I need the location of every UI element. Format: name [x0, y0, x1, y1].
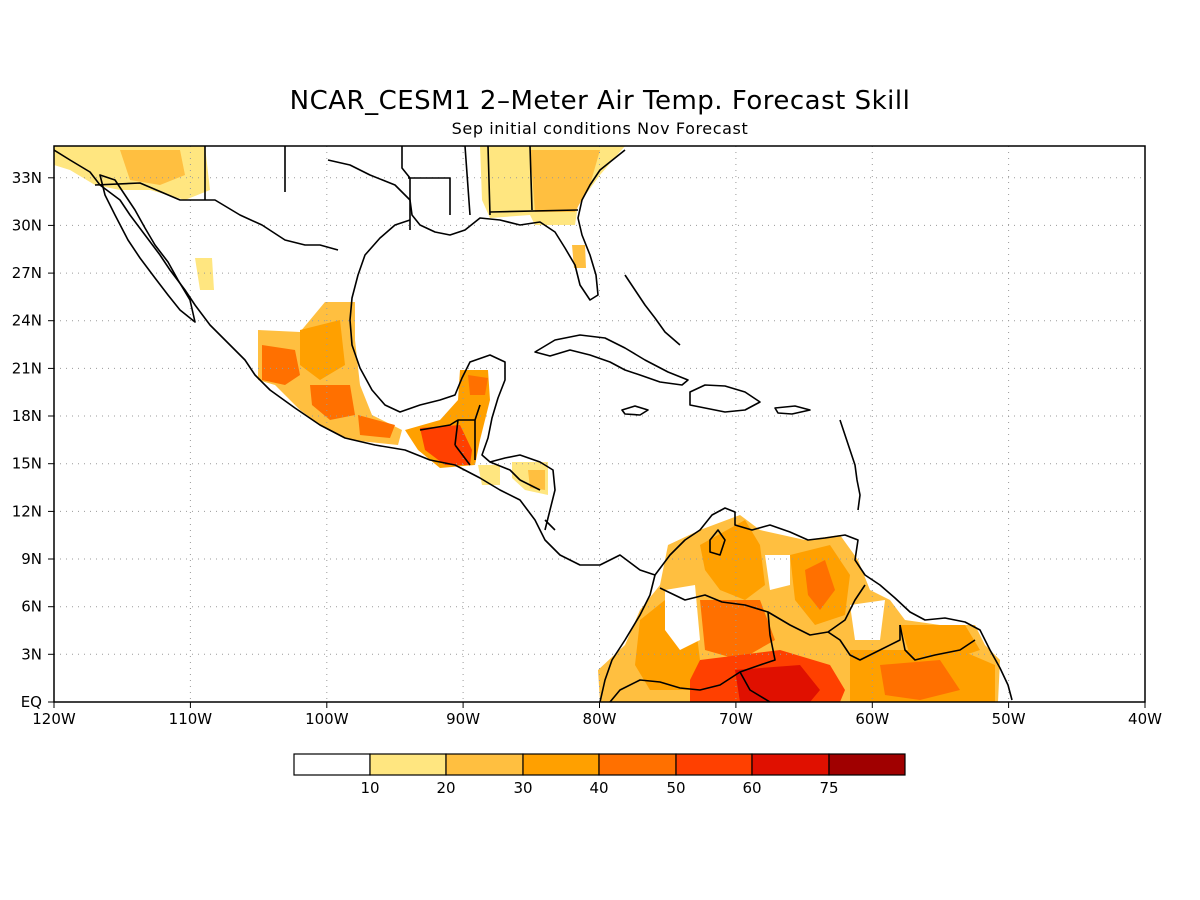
skill-region-sw-mexico-core1 — [262, 345, 300, 385]
colorbar-box — [675, 753, 753, 776]
skill-region-baja-patch — [195, 258, 214, 290]
x-tick-label: 40W — [1128, 710, 1162, 728]
colorbar-label: 60 — [742, 779, 761, 797]
south-america-north-coast — [654, 507, 1013, 701]
cuba — [534, 334, 689, 386]
skill-region-low-venezuela — [765, 555, 790, 590]
x-axis-labels: 120W 110W 100W 90W 80W 70W 60W 50W 40W — [32, 710, 1162, 728]
y-tick-label: 9N — [21, 550, 42, 568]
skill-region-low-guyana — [850, 600, 885, 640]
y-tick-label: EQ — [21, 693, 42, 711]
sa-border-4 — [899, 624, 976, 661]
coastlines — [54, 146, 1013, 702]
colorbar-label: 75 — [819, 779, 838, 797]
map-title: NCAR_CESM1 2–Meter Air Temp. Forecast Sk… — [289, 86, 911, 116]
colorbar-box — [598, 753, 677, 776]
y-tick-label: 18N — [12, 407, 42, 425]
x-tick-label: 80W — [583, 710, 617, 728]
western-gulf-coast — [349, 219, 556, 531]
y-tick-label: 33N — [12, 169, 42, 187]
gulf-of-mexico-coast — [327, 149, 626, 301]
skill-region-yucatan-core — [468, 375, 488, 395]
y-tick-label: 24N — [12, 312, 42, 330]
colorbar-box — [828, 753, 906, 776]
y-tick-label: 3N — [21, 645, 42, 663]
skill-region-venezuela — [700, 520, 765, 600]
skill-region-guiana-core — [805, 560, 835, 610]
us-state-borders — [204, 146, 579, 230]
sa-border-1 — [609, 587, 776, 702]
colorbar-label: 50 — [666, 779, 685, 797]
skill-region-low-colombia — [665, 585, 700, 650]
pacific-coast — [54, 149, 656, 702]
bahamas — [624, 274, 681, 346]
graticule — [54, 146, 1145, 702]
map-subtitle: Sep initial conditions Nov Forecast — [451, 119, 749, 138]
lake-maracaibo — [709, 529, 726, 556]
skill-region-guatemala-core — [420, 425, 472, 465]
x-tick-label: 60W — [855, 710, 889, 728]
y-tick-label: 12N — [12, 502, 42, 520]
skill-region-central-america-small3 — [528, 470, 545, 490]
x-tick-label: 90W — [446, 710, 480, 728]
y-tick-label: 30N — [12, 216, 42, 234]
y-tick-label: 27N — [12, 264, 42, 282]
skill-region-sw-mexico-core3 — [358, 415, 395, 438]
x-tick-label: 100W — [305, 710, 349, 728]
puerto-rico — [774, 405, 811, 415]
y-tick-label: 15N — [12, 455, 42, 473]
colorbar-label: 30 — [513, 779, 532, 797]
skill-region-nw-mexico-core — [120, 150, 185, 185]
tick-marks — [48, 177, 1146, 708]
colorbar-label: 20 — [436, 779, 455, 797]
sa-border-3 — [827, 625, 901, 661]
jamaica — [621, 405, 649, 416]
y-axis-labels: EQ 3N 6N 9N 12N 15N 18N 21N 24N 27N 30N … — [12, 169, 42, 711]
colorbar-label: 10 — [360, 779, 379, 797]
skill-region-sw-mexico-core2 — [310, 385, 355, 420]
skill-region-central-band — [700, 600, 775, 660]
hispaniola — [689, 384, 761, 413]
colorbar-box — [751, 753, 830, 776]
skill-region-east-core — [880, 660, 960, 700]
lesser-antilles — [839, 419, 861, 511]
skill-shading — [54, 146, 1000, 702]
colorbar-box — [522, 753, 600, 776]
plot-frame — [53, 145, 1146, 703]
sa-border-5 — [739, 671, 771, 702]
us-mexico-border — [94, 182, 339, 251]
colorbar-label: 40 — [589, 779, 608, 797]
y-tick-label: 21N — [12, 359, 42, 377]
skill-region-amazon-core — [735, 665, 820, 702]
colorbar — [293, 753, 906, 776]
colorbar-box — [293, 753, 371, 776]
skill-region-central-america-small1 — [478, 465, 500, 485]
x-tick-label: 110W — [169, 710, 213, 728]
skill-region-guianas — [900, 625, 980, 660]
colorbar-box — [445, 753, 524, 776]
skill-region-sw-mexico-mid — [300, 320, 345, 380]
x-tick-label: 50W — [992, 710, 1026, 728]
x-tick-label: 70W — [719, 710, 753, 728]
skill-region-georgia — [530, 150, 600, 212]
colorbar-box — [369, 753, 447, 776]
baja-california — [99, 174, 196, 323]
colorbar-labels: 10 20 30 40 50 60 75 — [360, 779, 838, 797]
y-tick-label: 6N — [21, 598, 42, 616]
skill-region-florida-patch — [572, 245, 586, 268]
central-america-borders — [419, 404, 556, 531]
x-tick-label: 120W — [32, 710, 76, 728]
